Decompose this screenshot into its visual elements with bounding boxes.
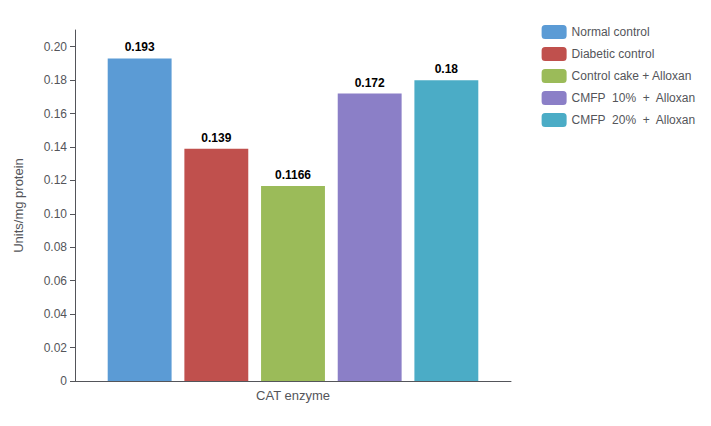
svg-text:0.18: 0.18 <box>435 62 459 76</box>
svg-text:Diabetic control: Diabetic control <box>572 47 655 61</box>
svg-text:0.10: 0.10 <box>44 207 68 221</box>
svg-text:0.139: 0.139 <box>201 131 231 145</box>
svg-text:0.04: 0.04 <box>44 307 68 321</box>
svg-text:0.20: 0.20 <box>44 40 68 54</box>
svg-text:CMFP 20% + Alloxan: CMFP 20% + Alloxan <box>572 113 696 127</box>
svg-text:0.1166: 0.1166 <box>275 168 311 182</box>
svg-text:CMFP 10% + Alloxan: CMFP 10% + Alloxan <box>572 91 696 105</box>
svg-text:0.193: 0.193 <box>125 40 155 54</box>
svg-text:0.06: 0.06 <box>44 274 68 288</box>
svg-text:0.08: 0.08 <box>44 240 68 254</box>
svg-text:0.12: 0.12 <box>44 173 68 187</box>
svg-text:Control cake + Alloxan: Control cake + Alloxan <box>572 69 692 83</box>
svg-text:0.172: 0.172 <box>355 76 385 90</box>
svg-text:0.18: 0.18 <box>44 73 68 87</box>
svg-text:0: 0 <box>60 374 67 388</box>
svg-text:CAT enzyme: CAT enzyme <box>256 388 330 403</box>
svg-text:0.02: 0.02 <box>44 341 68 355</box>
svg-text:Units/mg protein: Units/mg protein <box>11 158 26 253</box>
svg-text:Normal control: Normal control <box>572 25 650 39</box>
svg-text:0.16: 0.16 <box>44 107 68 121</box>
svg-text:0.14: 0.14 <box>44 140 68 154</box>
